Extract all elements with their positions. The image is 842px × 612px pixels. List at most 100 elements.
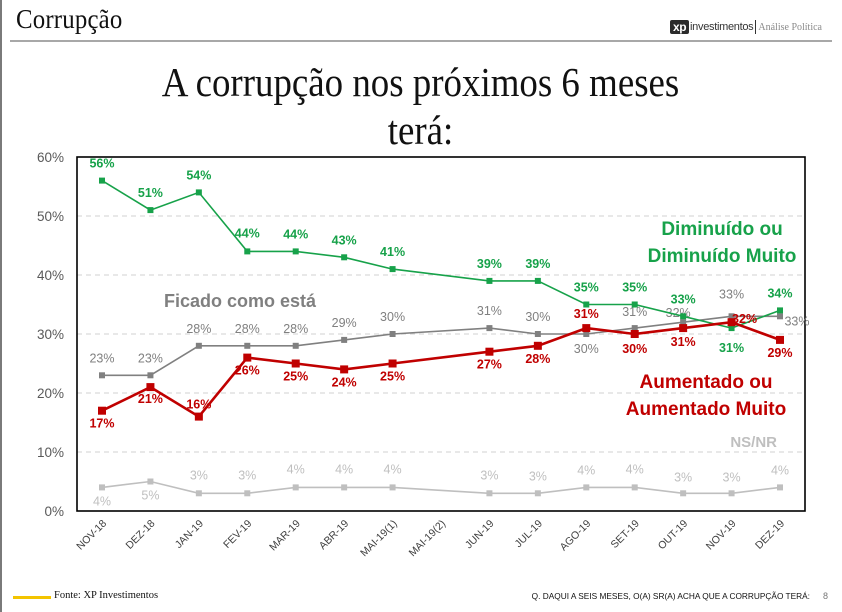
chart-title: A corrupção nos próximos 6 meses terá: — [0, 58, 842, 154]
x-tick-label: MAI-19(1) — [358, 518, 399, 559]
legend-label: NS/NR — [730, 434, 777, 451]
series-2: 17% 21% 16% 26% 25% 24% 25% 27% 28% 31% 30% 31% 32% 2… — [89, 307, 792, 431]
data-label: 43% — [332, 233, 357, 247]
data-label: 33% — [784, 314, 809, 328]
header-divider — [10, 40, 832, 42]
series-line — [101, 480, 781, 495]
data-label: 25% — [283, 370, 308, 384]
data-point-marker — [631, 484, 638, 491]
legend-label: Diminuído ou — [661, 219, 782, 240]
data-label: 29% — [767, 346, 792, 360]
data-point-marker — [631, 301, 638, 308]
data-label: 30% — [622, 342, 647, 356]
data-label: 35% — [622, 281, 647, 295]
data-point-marker — [243, 353, 252, 362]
x-tick-label: NOV-19 — [704, 518, 739, 553]
data-label: 31% — [574, 307, 599, 321]
data-point-marker — [486, 490, 493, 497]
data-label: 4% — [771, 463, 789, 477]
data-point-marker — [534, 490, 541, 497]
data-point-marker — [583, 331, 590, 337]
brand-separator — [755, 20, 757, 34]
data-label: 4% — [626, 462, 644, 476]
data-point-marker — [244, 248, 251, 255]
series-group: 4% 5% 3% 3% 4% 4% 4% 3% 3% 4% 4% 3% 3% 4% 23% 23% 28% 28%… — [89, 157, 809, 509]
legend-label: Aumentado Muito — [626, 399, 786, 420]
data-point-marker — [147, 478, 154, 485]
x-tick-label: OUT-19 — [656, 518, 691, 553]
x-tick-label: AGO-19 — [558, 518, 594, 554]
x-tick-label: SET-19 — [609, 518, 642, 551]
data-label: 32% — [732, 312, 757, 326]
data-label: 31% — [477, 304, 502, 318]
data-point-marker — [292, 484, 299, 491]
data-point-marker — [631, 325, 638, 332]
series-line — [102, 315, 780, 377]
x-tick-label: DEZ-18 — [123, 518, 157, 552]
data-label: 4% — [335, 462, 353, 476]
brand-logo-block: xp investimentos Análise Política — [670, 19, 822, 35]
x-tick-label: MAR-19 — [267, 518, 303, 554]
data-point-marker — [777, 313, 783, 320]
data-point-marker — [534, 277, 541, 284]
data-label: 44% — [235, 226, 260, 240]
data-point-marker — [340, 365, 349, 374]
data-point-marker — [195, 342, 202, 349]
data-label: 21% — [138, 392, 163, 406]
data-label: 34% — [767, 286, 792, 300]
data-point-marker — [727, 318, 736, 327]
x-tick-label: NOV-18 — [74, 518, 109, 553]
data-point-marker — [728, 325, 735, 332]
data-label: 31% — [719, 341, 744, 355]
data-point-marker — [98, 406, 106, 415]
data-label: 41% — [380, 245, 405, 259]
data-point-marker — [99, 372, 105, 379]
data-point-marker — [728, 313, 735, 320]
data-label: 30% — [574, 342, 599, 356]
data-point-marker — [244, 342, 251, 349]
x-tick-label: MAI-19(2) — [407, 518, 448, 559]
data-point-marker — [194, 412, 203, 421]
data-point-marker — [583, 301, 590, 308]
data-label: 3% — [480, 468, 498, 482]
y-tick-label: 30% — [37, 327, 64, 342]
data-label: 29% — [332, 316, 357, 330]
data-label: 3% — [529, 469, 547, 483]
x-tick-label: JUL-19 — [513, 518, 546, 551]
plot-frame — [76, 156, 806, 512]
footer-accent-bar — [13, 596, 51, 599]
data-point-marker — [534, 331, 541, 337]
x-tick-label: ABR-19 — [317, 518, 352, 553]
brand-subtitle: Análise Política — [758, 21, 822, 33]
data-point-marker — [533, 341, 542, 350]
y-tick-label: 40% — [37, 268, 64, 283]
data-label: 56% — [89, 157, 114, 171]
slide-left-edge — [0, 0, 2, 612]
data-label: 25% — [380, 370, 405, 384]
data-point-marker — [680, 313, 687, 320]
data-point-marker — [777, 484, 783, 491]
data-point-marker — [776, 335, 784, 344]
data-label: 33% — [719, 287, 744, 301]
y-tick-label: 0% — [44, 504, 64, 519]
data-point-marker — [485, 347, 494, 356]
data-point-marker — [777, 307, 783, 314]
data-label: 24% — [332, 375, 357, 389]
series-0: 56% 51% 54% 44% 44% 43% 41% 39% 39% 35% 35% 33% 31% 3… — [89, 157, 792, 356]
data-label: 35% — [574, 281, 599, 295]
data-label: 30% — [380, 310, 405, 324]
data-label: 3% — [674, 470, 692, 484]
x-axis: NOV-18 DEZ-18 JAN-19 FEV-19 MAR-19 ABR-19 MAI-… — [74, 518, 787, 560]
data-label: 17% — [89, 417, 114, 431]
data-point-marker — [99, 177, 105, 184]
y-tick-label: 60% — [37, 150, 64, 165]
series-line — [101, 179, 781, 329]
data-point-marker — [583, 484, 590, 491]
legend-labels: Diminuído ou Diminuído Muito Ficado como e… — [164, 219, 796, 451]
x-tick-label: JUN-19 — [463, 518, 497, 552]
series-1: 23% 23% 28% 28% 28% 29% 30% 31% 30% 30% 31% 32% 33% 3… — [89, 287, 810, 379]
data-point-marker — [195, 189, 202, 196]
data-label: 39% — [525, 257, 550, 271]
data-label: 33% — [671, 292, 696, 306]
